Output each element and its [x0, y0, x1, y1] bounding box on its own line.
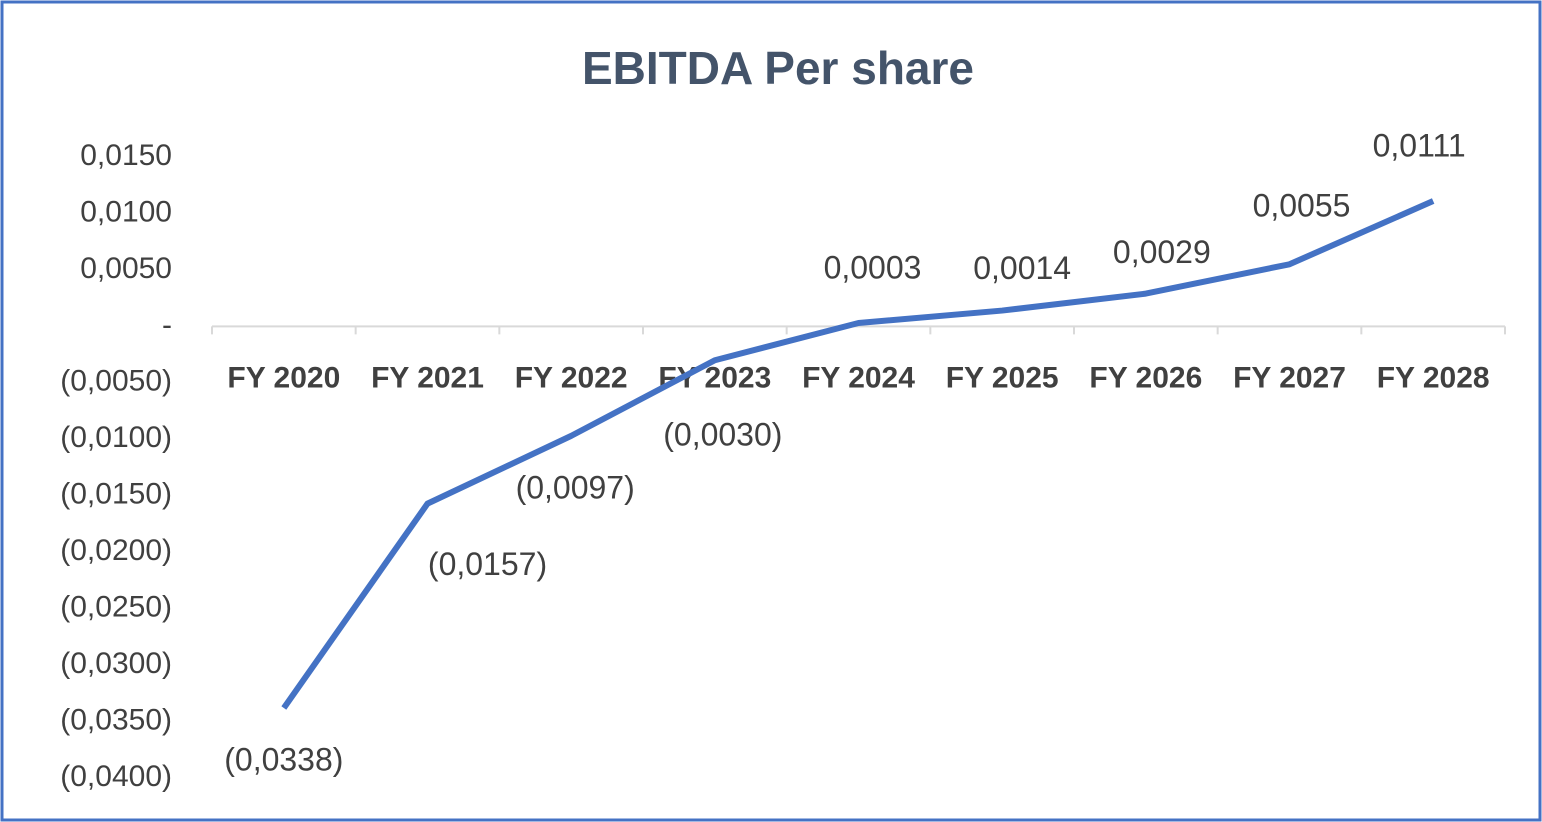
- y-tick-label: (0,0200): [60, 534, 172, 567]
- y-tick-label: (0,0150): [60, 478, 172, 511]
- data-label: (0,0338): [224, 741, 343, 777]
- x-tick-label: FY 2020: [227, 361, 340, 394]
- data-label: 0,0055: [1253, 188, 1351, 224]
- data-label: (0,0097): [516, 469, 635, 505]
- x-tick-label: FY 2022: [515, 361, 628, 394]
- data-line: [281, 198, 1435, 710]
- x-tick-label: FY 2025: [946, 361, 1059, 394]
- chart-title: EBITDA Per share: [582, 42, 974, 94]
- y-tick-label: (0,0300): [60, 647, 172, 680]
- data-label: 0,0029: [1113, 234, 1211, 270]
- data-label: (0,0157): [428, 546, 547, 582]
- y-tick-label: (0,0100): [60, 421, 172, 454]
- x-tick-label: FY 2024: [802, 361, 915, 394]
- y-tick-label: -: [162, 308, 172, 341]
- x-tick-label: FY 2028: [1377, 361, 1490, 394]
- data-label: (0,0030): [663, 417, 782, 453]
- y-tick-label: 0,0050: [80, 252, 172, 285]
- y-tick-label: 0,0150: [80, 139, 172, 172]
- y-tick-label: (0,0350): [60, 703, 172, 736]
- y-tick-label: (0,0250): [60, 591, 172, 624]
- x-tick-label: FY 2027: [1233, 361, 1346, 394]
- x-tick-label: FY 2021: [371, 361, 484, 394]
- data-label: 0,0003: [824, 249, 922, 285]
- y-tick-label: (0,0050): [60, 365, 172, 398]
- x-tick-label: FY 2026: [1089, 361, 1202, 394]
- y-tick-label: 0,0100: [80, 195, 172, 228]
- y-tick-label: (0,0400): [60, 760, 172, 793]
- data-label: 0,0111: [1373, 127, 1466, 163]
- data-label: 0,0014: [973, 250, 1071, 286]
